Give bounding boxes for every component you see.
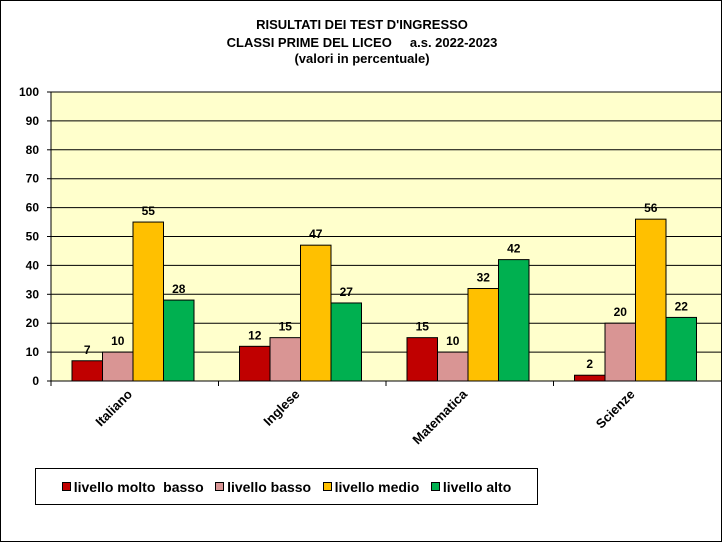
y-tick-label: 10	[26, 345, 40, 359]
y-tick-label: 80	[26, 143, 40, 157]
bar	[163, 299, 195, 382]
data-label: 42	[507, 242, 521, 256]
bar	[300, 244, 332, 382]
bar	[498, 259, 530, 382]
y-tick-label: 70	[26, 172, 40, 186]
legend-label: livello medio	[334, 478, 420, 495]
bar	[330, 302, 362, 382]
bar	[437, 351, 469, 382]
y-tick-label: 100	[19, 85, 39, 99]
x-tick-label: Matematica	[409, 386, 470, 447]
data-label: 27	[340, 285, 354, 299]
data-label: 7	[84, 343, 91, 357]
bar	[269, 337, 301, 382]
data-label: 32	[477, 271, 491, 285]
y-tick-label: 40	[26, 258, 40, 272]
legend-item: livello basso	[215, 479, 311, 495]
data-label: 22	[675, 299, 689, 313]
x-tick-label: Italiano	[92, 386, 135, 429]
bar	[635, 218, 667, 382]
bar	[406, 337, 438, 382]
legend: livello molto basso livello basso livello …	[35, 468, 538, 505]
legend-swatch	[215, 482, 225, 491]
legend-item: livello medio	[322, 478, 420, 495]
legend-item: livello molto basso	[61, 478, 204, 495]
y-tick-label: 20	[26, 316, 40, 330]
y-tick-label: 30	[26, 287, 40, 301]
x-tick-label: Inglese	[260, 387, 302, 429]
bar	[239, 345, 271, 382]
bar	[71, 360, 103, 382]
legend-swatch	[430, 482, 440, 491]
bar	[604, 322, 636, 382]
legend-swatch	[322, 482, 332, 491]
data-label: 20	[614, 305, 628, 319]
chart-title-line-1: RISULTATI DEI TEST D'INGRESSO	[256, 17, 468, 32]
legend-label: livello basso	[227, 478, 312, 495]
data-label: 15	[279, 320, 293, 334]
y-tick-label: 60	[26, 201, 40, 215]
data-label: 10	[111, 334, 125, 348]
legend-swatch	[61, 482, 71, 491]
data-label: 2	[586, 357, 593, 371]
data-label: 55	[142, 204, 156, 218]
bar	[102, 351, 134, 382]
x-tick-label: Scienze	[593, 387, 638, 432]
legend-item: livello alto	[430, 478, 512, 495]
data-label: 10	[446, 334, 460, 348]
bar	[132, 221, 164, 382]
y-tick-label: 0	[32, 374, 39, 388]
bar	[467, 288, 499, 382]
data-label: 47	[309, 227, 323, 241]
chart-title-line-3: (valori in percentuale)	[294, 51, 430, 66]
bar-chart: 0 10 20 30 40 50 60 70 80 90 100 7 10 55 28 Italiano 12 1…	[19, 85, 721, 447]
y-tick-label: 90	[26, 114, 40, 128]
y-tick-label: 50	[26, 230, 40, 244]
bar	[574, 374, 606, 382]
data-label: 15	[416, 320, 430, 334]
legend-label: livello molto basso	[73, 478, 204, 495]
bar	[665, 316, 697, 382]
chart-title-line-2: CLASSI PRIME DEL LICEO a.s. 2022-2023	[226, 35, 498, 50]
data-label: 28	[172, 282, 186, 296]
data-label: 56	[644, 201, 658, 215]
legend-label: livello alto	[442, 478, 512, 495]
data-label: 12	[248, 328, 262, 342]
